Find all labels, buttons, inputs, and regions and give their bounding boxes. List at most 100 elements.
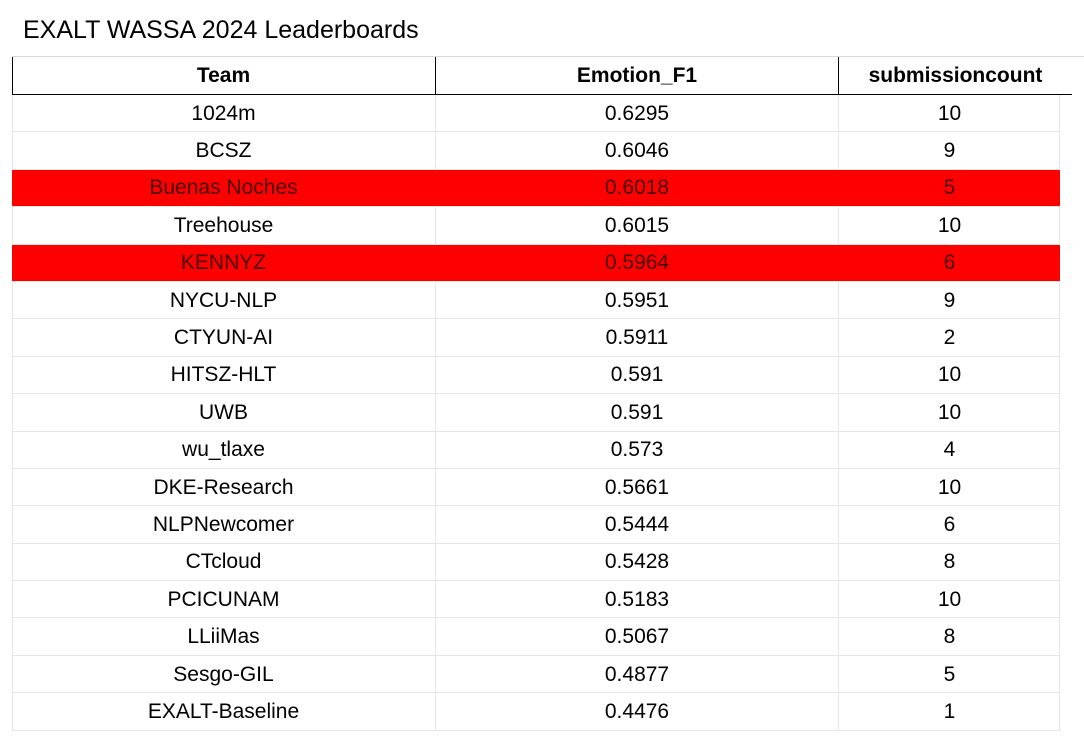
team-cell: Buenas Noches bbox=[149, 176, 298, 200]
column-divider bbox=[1059, 655, 1060, 694]
column-divider bbox=[435, 543, 436, 582]
page-title: EXALT WASSA 2024 Leaderboards bbox=[23, 16, 419, 44]
submission-count-cell: 6 bbox=[943, 251, 956, 275]
team-cell: Sesgo-GIL bbox=[173, 662, 274, 686]
column-divider bbox=[1059, 170, 1060, 207]
table-row: EXALT-Baseline 0.4476 1 bbox=[12, 693, 1084, 732]
emotion-f1-cell: 0.4476 bbox=[604, 699, 670, 723]
table-row: 1024m 0.6295 10 bbox=[12, 95, 1084, 133]
column-divider bbox=[838, 95, 839, 133]
column-divider bbox=[838, 543, 839, 582]
column-divider bbox=[435, 431, 436, 469]
column-divider bbox=[838, 431, 839, 469]
column-divider bbox=[435, 57, 436, 95]
emotion-f1-cell: 0.4877 bbox=[604, 662, 670, 686]
column-divider bbox=[435, 95, 436, 133]
column-divider bbox=[435, 356, 436, 395]
column-divider bbox=[1059, 506, 1060, 544]
column-divider bbox=[435, 581, 436, 619]
emotion-f1-cell: 0.6015 bbox=[604, 213, 670, 237]
column-header-submission-count: submissioncount bbox=[868, 64, 1043, 87]
team-cell: PCICUNAM bbox=[167, 587, 280, 611]
team-cell: CTcloud bbox=[185, 550, 262, 574]
team-cell: BCSZ bbox=[195, 139, 252, 163]
submission-count-cell: 10 bbox=[937, 475, 962, 499]
column-divider bbox=[1059, 95, 1060, 133]
column-divider bbox=[1059, 618, 1060, 656]
table-row: NLPNewcomer 0.5444 6 bbox=[12, 506, 1084, 545]
column-divider bbox=[838, 57, 839, 95]
emotion-f1-cell: 0.5183 bbox=[604, 587, 670, 611]
column-divider bbox=[1059, 281, 1060, 320]
column-divider bbox=[12, 394, 13, 432]
column-divider bbox=[435, 132, 436, 170]
emotion-f1-cell: 0.5951 bbox=[604, 288, 670, 312]
column-divider bbox=[12, 468, 13, 507]
column-divider bbox=[435, 319, 436, 357]
team-cell: LLiiMas bbox=[187, 625, 260, 649]
submission-count-cell: 2 bbox=[943, 326, 956, 350]
submission-count-cell: 9 bbox=[943, 288, 956, 312]
submission-count-cell: 9 bbox=[943, 139, 956, 163]
team-cell: 1024m bbox=[191, 101, 256, 125]
table-row: HITSZ-HLT 0.591 10 bbox=[12, 356, 1084, 395]
column-divider bbox=[435, 618, 436, 656]
column-divider bbox=[838, 281, 839, 320]
submission-count-cell: 8 bbox=[943, 550, 956, 574]
column-divider bbox=[12, 95, 13, 133]
column-divider bbox=[12, 581, 13, 619]
emotion-f1-cell: 0.5964 bbox=[604, 251, 670, 275]
column-divider bbox=[1059, 132, 1060, 170]
table-row: wu_tlaxe 0.573 4 bbox=[12, 431, 1084, 470]
table-row: CTYUN-AI 0.5911 2 bbox=[12, 319, 1084, 358]
column-divider bbox=[12, 356, 13, 395]
submission-count-cell: 10 bbox=[937, 101, 962, 125]
submission-count-cell: 10 bbox=[937, 363, 962, 387]
column-divider bbox=[12, 618, 13, 656]
column-divider bbox=[838, 207, 839, 245]
team-cell: wu_tlaxe bbox=[182, 438, 265, 462]
table-row: BCSZ 0.6046 9 bbox=[12, 132, 1084, 171]
table-body: 1024m 0.6295 10 BCSZ 0.6046 9 Buenas Noches 0.6… bbox=[12, 95, 1084, 732]
table-row: NYCU-NLP 0.5951 9 bbox=[12, 281, 1084, 320]
column-divider bbox=[435, 468, 436, 507]
column-divider bbox=[12, 693, 13, 731]
column-divider bbox=[838, 693, 839, 731]
submission-count-cell: 6 bbox=[943, 512, 956, 536]
team-cell: EXALT-Baseline bbox=[147, 699, 300, 723]
submission-count-cell: 1 bbox=[943, 699, 956, 723]
team-cell: CTYUN-AI bbox=[173, 326, 274, 350]
table-row: LLiiMas 0.5067 8 bbox=[12, 618, 1084, 657]
table-row: Buenas Noches 0.6018 5 bbox=[12, 169, 1060, 208]
emotion-f1-cell: 0.591 bbox=[610, 363, 664, 387]
emotion-f1-cell: 0.5444 bbox=[604, 512, 670, 536]
team-cell: HITSZ-HLT bbox=[170, 363, 277, 387]
column-divider bbox=[435, 655, 436, 694]
column-divider bbox=[12, 57, 13, 95]
column-divider bbox=[838, 581, 839, 619]
column-divider bbox=[838, 319, 839, 357]
emotion-f1-cell: 0.6018 bbox=[604, 176, 670, 200]
team-cell: KENNYZ bbox=[180, 251, 267, 275]
table-row: Treehouse 0.6015 10 bbox=[12, 207, 1084, 245]
column-divider bbox=[435, 506, 436, 544]
emotion-f1-cell: 0.5067 bbox=[604, 625, 670, 649]
column-divider bbox=[12, 281, 13, 320]
submission-count-cell: 5 bbox=[943, 176, 956, 200]
column-divider bbox=[1059, 245, 1060, 282]
column-divider bbox=[12, 207, 13, 245]
submission-count-cell: 10 bbox=[937, 400, 962, 424]
table-row: KENNYZ 0.5964 6 bbox=[12, 244, 1060, 283]
column-divider bbox=[1059, 319, 1060, 357]
column-divider bbox=[435, 207, 436, 245]
column-divider bbox=[435, 281, 436, 320]
column-divider bbox=[838, 618, 839, 656]
emotion-f1-cell: 0.5661 bbox=[604, 475, 670, 499]
column-divider bbox=[1059, 468, 1060, 507]
submission-count-cell: 4 bbox=[943, 438, 956, 462]
table-row: DKE-Research 0.5661 10 bbox=[12, 468, 1084, 507]
table-row: PCICUNAM 0.5183 10 bbox=[12, 581, 1084, 619]
emotion-f1-cell: 0.591 bbox=[610, 400, 664, 424]
column-divider bbox=[838, 506, 839, 544]
column-divider bbox=[12, 132, 13, 170]
